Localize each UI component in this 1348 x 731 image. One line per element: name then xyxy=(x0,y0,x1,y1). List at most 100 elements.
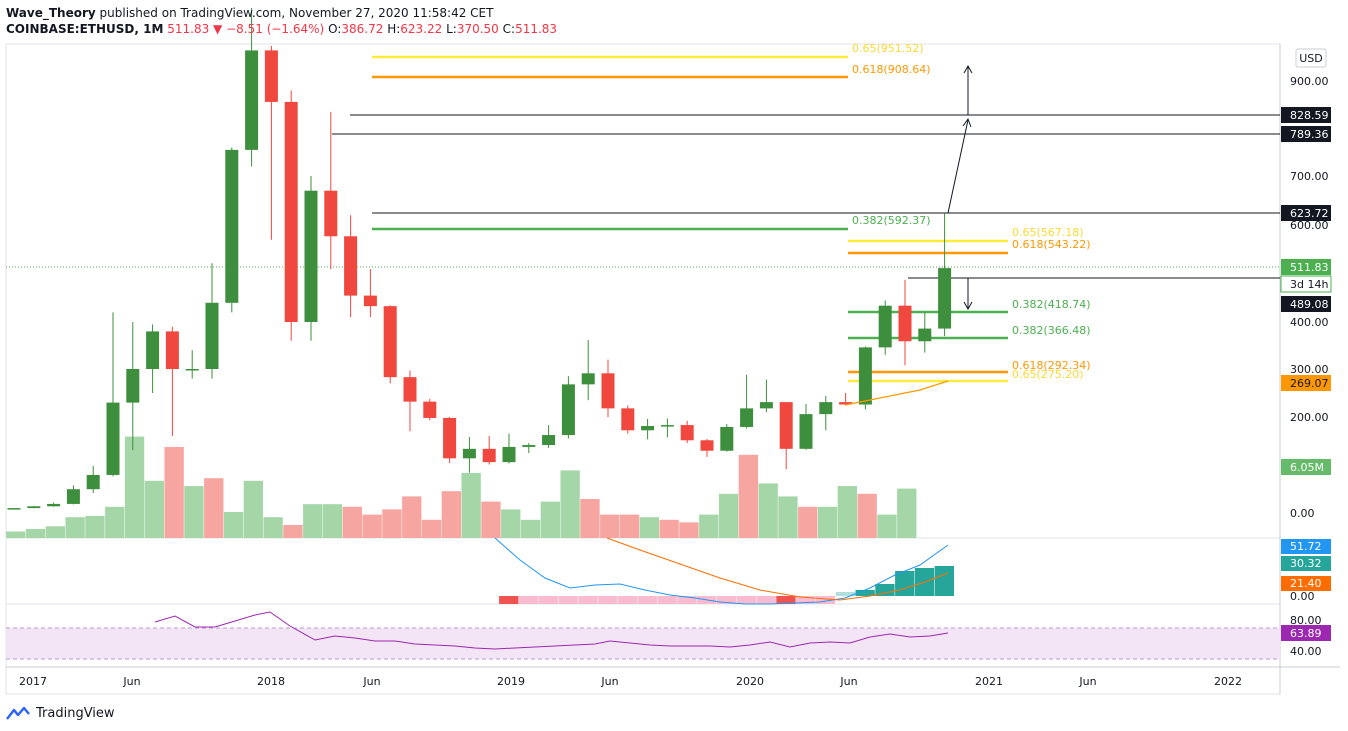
candle[interactable] xyxy=(284,101,298,323)
rsi-line xyxy=(154,611,949,650)
macd-histogram-bar xyxy=(558,596,578,604)
candle[interactable] xyxy=(522,445,536,447)
candle[interactable] xyxy=(66,489,80,504)
time-tick: 2019 xyxy=(497,675,525,688)
volume-bar xyxy=(758,483,778,538)
macd-histogram-bar xyxy=(934,566,954,596)
branding[interactable]: TradingView xyxy=(6,703,115,723)
currency-badge[interactable] xyxy=(1295,48,1327,68)
candle[interactable] xyxy=(759,402,773,409)
macd-histogram-bar xyxy=(895,571,915,596)
macd-histogram-bar xyxy=(657,596,677,604)
price-tick: 300.00 xyxy=(1290,363,1329,376)
candle[interactable] xyxy=(938,268,952,329)
candle[interactable] xyxy=(482,448,496,463)
volume-bar xyxy=(817,506,838,538)
histogram-badge-text: 30.32 xyxy=(1290,557,1322,570)
volume-badge-text: 6.05M xyxy=(1290,461,1324,474)
ma-badge xyxy=(1281,375,1331,391)
candle[interactable] xyxy=(542,435,556,446)
volume-bar xyxy=(25,528,46,538)
candle[interactable] xyxy=(839,402,853,405)
candle[interactable] xyxy=(660,425,674,427)
candle[interactable] xyxy=(601,373,615,409)
volume-bar xyxy=(382,509,402,538)
candle[interactable] xyxy=(47,503,61,507)
volume-bar xyxy=(421,519,442,538)
candle[interactable] xyxy=(146,331,160,369)
candle[interactable] xyxy=(878,305,892,348)
candle[interactable] xyxy=(363,295,377,307)
candle[interactable] xyxy=(680,425,694,441)
fib-label: 0.618(292.34) xyxy=(1012,359,1091,372)
high-value: 623.22 xyxy=(400,22,443,36)
symbol-title[interactable]: COINBASE:ETHUSD, 1M xyxy=(6,22,164,36)
candle[interactable] xyxy=(106,402,120,475)
volume-bar xyxy=(600,514,620,538)
macd-histogram-bar xyxy=(835,592,855,596)
candle[interactable] xyxy=(898,305,912,342)
macd-histogram-bar xyxy=(796,596,816,604)
candle[interactable] xyxy=(344,236,358,296)
volume-bar xyxy=(322,504,343,538)
candle[interactable] xyxy=(700,440,714,451)
signal-line xyxy=(606,537,949,601)
candle[interactable] xyxy=(225,149,239,303)
candle[interactable] xyxy=(27,506,41,509)
candle[interactable] xyxy=(7,508,21,510)
candle[interactable] xyxy=(126,369,140,403)
horizontal-lines[interactable] xyxy=(332,114,1280,279)
candles xyxy=(7,8,952,510)
volume-bar xyxy=(560,470,580,538)
candle[interactable] xyxy=(720,426,734,451)
volume-bar xyxy=(263,517,283,538)
candle[interactable] xyxy=(799,414,813,449)
volume-bar xyxy=(342,506,362,538)
candle[interactable] xyxy=(403,377,417,402)
volume-bars xyxy=(6,436,917,538)
candle[interactable] xyxy=(165,331,179,369)
currency-label: USD xyxy=(1299,52,1323,65)
candle[interactable] xyxy=(423,401,437,418)
down-arrow-icon: ▼ xyxy=(213,22,223,36)
volume-bar xyxy=(105,506,125,538)
candle[interactable] xyxy=(462,448,476,459)
candle[interactable] xyxy=(779,402,793,449)
volume-bar xyxy=(501,509,521,538)
fib-lines[interactable] xyxy=(372,55,1008,383)
volume-bar xyxy=(619,514,640,538)
volume-bar xyxy=(45,526,65,538)
author-name[interactable]: Wave_Theory xyxy=(6,6,96,20)
candle[interactable] xyxy=(561,384,575,436)
candle[interactable] xyxy=(86,474,100,490)
macd-histogram-bar xyxy=(756,596,776,604)
candle[interactable] xyxy=(858,347,872,405)
moving-average-line xyxy=(844,380,949,406)
candle[interactable] xyxy=(324,190,338,237)
signal-badge xyxy=(1281,576,1331,591)
low-value: 370.50 xyxy=(456,22,499,36)
candle[interactable] xyxy=(185,369,199,371)
candle[interactable] xyxy=(245,50,259,150)
candle[interactable] xyxy=(918,328,932,342)
candle[interactable] xyxy=(740,408,754,427)
open-value: 386.72 xyxy=(341,22,384,36)
candle[interactable] xyxy=(581,373,595,385)
fib-label: 0.65(567.18) xyxy=(1012,226,1084,239)
candle[interactable] xyxy=(819,402,833,415)
candle[interactable] xyxy=(641,426,655,431)
candle[interactable] xyxy=(383,306,397,378)
price-tick: 400.00 xyxy=(1290,316,1329,329)
projection-arrows[interactable] xyxy=(947,64,973,311)
candle[interactable] xyxy=(502,446,516,463)
volume-bar xyxy=(778,496,798,538)
candle[interactable] xyxy=(621,408,635,431)
candle[interactable] xyxy=(304,190,318,322)
last-price-badge xyxy=(1281,259,1331,275)
candle[interactable] xyxy=(264,50,278,102)
volume-bar xyxy=(184,486,204,538)
candle[interactable] xyxy=(205,302,219,369)
macd-histogram-bar xyxy=(776,596,796,604)
volume-bar xyxy=(857,493,877,538)
candle[interactable] xyxy=(443,417,457,459)
